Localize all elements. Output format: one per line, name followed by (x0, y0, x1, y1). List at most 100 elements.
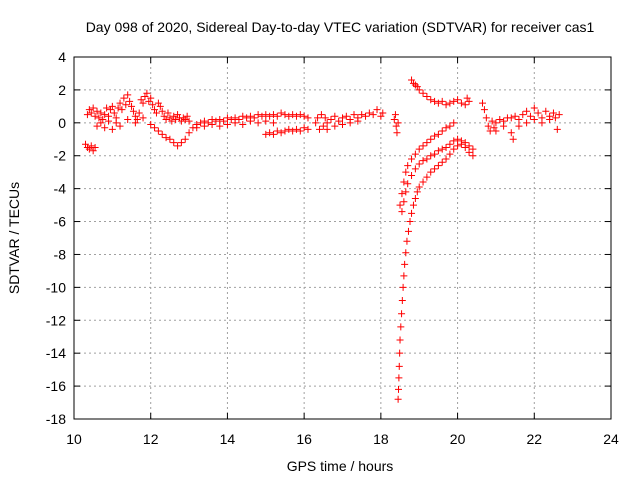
data-point (409, 79, 417, 87)
data-point (216, 116, 224, 124)
data-point (423, 92, 431, 100)
data-point (97, 109, 105, 117)
data-point (423, 139, 431, 147)
data-point (118, 106, 126, 114)
data-point (177, 117, 185, 125)
data-point (170, 139, 178, 147)
data-point (465, 97, 473, 105)
data-point (390, 116, 398, 124)
data-point (406, 218, 414, 226)
data-point (254, 119, 262, 127)
data-point (82, 140, 90, 148)
data-point (129, 107, 137, 115)
data-point (166, 135, 174, 143)
data-point (507, 114, 515, 122)
data-point (419, 178, 427, 186)
data-point (319, 122, 327, 130)
data-point (152, 109, 160, 117)
data-point (321, 114, 329, 122)
data-point (285, 125, 293, 133)
data-point (404, 162, 412, 170)
data-point (91, 144, 99, 151)
data-point (87, 109, 95, 117)
data-point (450, 97, 458, 105)
data-point (523, 119, 531, 127)
data-point (454, 96, 462, 104)
data-point (147, 120, 155, 128)
y-tick-label: -10 (46, 279, 66, 295)
data-point (402, 168, 410, 176)
data-point (413, 83, 421, 91)
data-point (124, 91, 132, 99)
data-point (83, 144, 91, 151)
y-tick-label: -12 (46, 312, 66, 328)
data-point (362, 112, 370, 120)
data-point (393, 129, 401, 137)
data-point (530, 116, 538, 124)
data-point (411, 195, 419, 203)
data-point (408, 209, 416, 217)
data-point (289, 127, 297, 135)
data-point (273, 112, 281, 120)
x-axis-label: GPS time / hours (287, 458, 394, 474)
data-point (323, 125, 331, 133)
data-point (87, 142, 95, 150)
data-point (427, 135, 435, 143)
data-point (427, 96, 435, 104)
data-point (434, 162, 442, 170)
data-point (158, 130, 166, 138)
data-point (281, 111, 289, 119)
data-point (151, 106, 159, 114)
data-point (500, 117, 508, 125)
y-tick-label: 4 (58, 49, 66, 65)
data-point (141, 92, 149, 100)
data-point (408, 171, 416, 179)
data-point (419, 89, 427, 97)
data-point (179, 114, 187, 122)
data-point (469, 145, 477, 153)
data-point (139, 99, 147, 107)
data-point (170, 112, 178, 120)
data-point (108, 125, 116, 133)
data-point (154, 99, 162, 107)
data-point (164, 109, 172, 117)
data-point (289, 111, 297, 119)
data-point (101, 111, 109, 119)
data-point (423, 155, 431, 163)
data-point (312, 119, 320, 127)
data-point (183, 112, 191, 120)
data-point (83, 111, 91, 119)
data-point (331, 122, 339, 130)
x-tick-label: 22 (526, 431, 542, 447)
data-point (396, 349, 404, 357)
data-point (457, 99, 465, 107)
data-point (365, 109, 373, 117)
data-point (95, 114, 103, 122)
data-point (243, 114, 251, 122)
data-point (526, 112, 534, 120)
data-point (339, 114, 346, 122)
data-point (89, 104, 97, 112)
data-point (377, 112, 385, 120)
y-tick-label: -2 (54, 148, 67, 164)
data-point (373, 106, 381, 114)
data-point (350, 111, 358, 119)
data-point (135, 109, 143, 117)
data-point (126, 97, 134, 105)
data-point (413, 188, 421, 196)
data-point (551, 114, 559, 122)
data-point (147, 94, 155, 102)
data-point (296, 127, 304, 135)
data-point (174, 111, 182, 119)
data-point (419, 142, 427, 150)
data-point (162, 116, 170, 124)
data-point (103, 104, 111, 112)
data-point (181, 135, 189, 143)
data-point (415, 183, 423, 191)
data-point (395, 362, 403, 370)
data-point (442, 155, 450, 163)
data-point (292, 125, 300, 133)
y-axis-label: SDTVAR / TECUs (6, 182, 22, 294)
data-point (446, 140, 454, 148)
data-point (431, 97, 439, 105)
